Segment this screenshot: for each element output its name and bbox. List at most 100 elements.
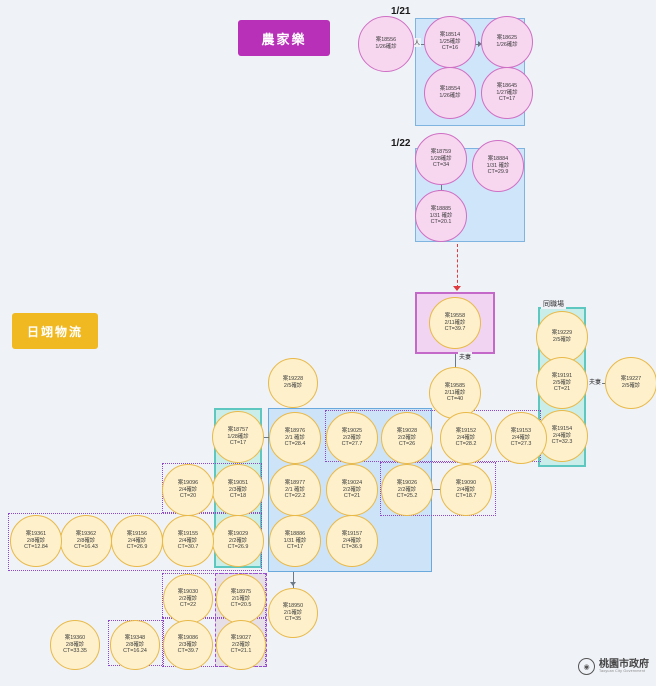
case-node-19026[interactable]: 案19026 2/2確診 CT=25.2 bbox=[381, 464, 433, 516]
case-date: 2/5確診 bbox=[621, 383, 641, 389]
case-id: 案18625 bbox=[496, 35, 518, 42]
case-node-19227[interactable]: 案19227 2/5確診 bbox=[605, 357, 656, 409]
case-date: 2/4確診 bbox=[552, 432, 572, 439]
case-node-18645[interactable]: 案18645 1/27確診 CT=17 bbox=[481, 67, 533, 119]
case-date: 2/8確診 bbox=[125, 641, 145, 648]
case-node-18625[interactable]: 案18625 1/26確診 bbox=[481, 16, 533, 68]
case-id: 案18885 bbox=[430, 205, 452, 212]
case-ct: CT=16 bbox=[441, 45, 459, 52]
case-node-19029[interactable]: 案19029 2/2確診 CT=26.9 bbox=[212, 515, 264, 567]
case-date: 2/4確診 bbox=[342, 537, 362, 544]
case-node-19229[interactable]: 案19229 2/5確診 bbox=[536, 311, 588, 363]
case-node-18556[interactable]: 案18556 1/26確診 bbox=[358, 16, 414, 72]
case-date: 2/8確診 bbox=[26, 537, 46, 544]
government-seal-icon: ◉ bbox=[578, 658, 595, 675]
case-node-19028[interactable]: 案19028 2/2確診 CT=26 bbox=[381, 412, 433, 464]
case-date: 1/26確診 bbox=[496, 42, 518, 48]
case-ct: CT=28.2 bbox=[455, 441, 477, 448]
case-date: 2/11確診 bbox=[444, 389, 466, 396]
edge-0122-19558 bbox=[457, 244, 458, 288]
case-node-19025[interactable]: 案19025 2/2確診 CT=27.7 bbox=[326, 412, 378, 464]
case-node-18759[interactable]: 案18759 1/28確診 CT=34 bbox=[415, 133, 467, 185]
case-ct: CT=17 bbox=[229, 440, 247, 447]
case-node-18514[interactable]: 案18514 1/25確診 CT=16 bbox=[424, 16, 476, 68]
case-id: 案19028 bbox=[396, 427, 418, 434]
case-ct: CT=39.7 bbox=[444, 326, 466, 333]
case-node-18950[interactable]: 案18950 2/1確診 CT=35 bbox=[268, 588, 318, 638]
case-node-19361[interactable]: 案19361 2/8確診 CT=12.84 bbox=[10, 515, 62, 567]
case-date: 2/2確診 bbox=[231, 641, 251, 648]
case-node-19086[interactable]: 案19086 2/3確診 CT=39.7 bbox=[163, 620, 213, 670]
case-ct: CT=12.84 bbox=[24, 544, 48, 551]
case-ct: CT=26.9 bbox=[126, 544, 148, 551]
case-date: 2/2確診 bbox=[342, 486, 362, 493]
group-chip-riyi: 日翊物流 bbox=[12, 313, 98, 349]
case-ct: CT=30.7 bbox=[177, 544, 199, 551]
case-id: 案18759 bbox=[430, 148, 452, 155]
case-node-19030[interactable]: 案19030 2/2確診 CT=22 bbox=[163, 574, 213, 624]
case-node-18975[interactable]: 案18975 2/1確診 CT=20.5 bbox=[216, 574, 266, 624]
case-date: 1/28確診 bbox=[430, 155, 452, 162]
case-date: 1/31 確診 bbox=[486, 162, 510, 169]
case-ct: CT=20.1 bbox=[430, 219, 452, 226]
case-node-19090[interactable]: 案19090 2/4確診 CT=18.7 bbox=[440, 464, 492, 516]
case-node-19362[interactable]: 案19362 2/8確診 CT=16.43 bbox=[60, 515, 112, 567]
case-id: 案19558 bbox=[444, 312, 466, 319]
case-id: 案19362 bbox=[75, 530, 97, 537]
case-node-19585[interactable]: 案19585 2/11確診 CT=40 bbox=[429, 367, 481, 419]
case-id: 案18886 bbox=[284, 530, 306, 537]
case-ct: CT=22.2 bbox=[284, 493, 306, 500]
case-node-18884[interactable]: 案18884 1/31 確診 CT=29.9 bbox=[472, 140, 524, 192]
case-date: 1/26確診 bbox=[439, 93, 461, 99]
case-node-18757[interactable]: 案18757 1/28確診 CT=17 bbox=[212, 411, 264, 463]
case-id: 案18950 bbox=[282, 602, 304, 609]
case-date: 2/4確診 bbox=[456, 434, 476, 441]
case-ct: CT=22 bbox=[179, 602, 197, 609]
case-id: 案19096 bbox=[177, 479, 199, 486]
case-node-19348[interactable]: 案19348 2/8確診 CT=16.24 bbox=[110, 620, 160, 670]
case-node-19191[interactable]: 案19191 2/5確診 CT=21 bbox=[536, 357, 588, 409]
footer-logo: ◉ 桃園市政府 Taoyuan City Government bbox=[578, 658, 649, 675]
case-ct: CT=25.2 bbox=[396, 493, 418, 500]
footer-logo-zh: 桃園市政府 bbox=[599, 658, 649, 670]
edge-19558-19585 bbox=[455, 354, 456, 368]
case-node-19228[interactable]: 案19228 2/5確診 bbox=[268, 358, 318, 408]
case-node-19096[interactable]: 案19096 2/4確診 CT=20 bbox=[162, 464, 214, 516]
case-node-18886[interactable]: 案18886 1/31 確診 CT=17 bbox=[269, 515, 321, 567]
case-ct: CT=40 bbox=[446, 396, 464, 403]
case-node-19024[interactable]: 案19024 2/2確診 CT=21 bbox=[326, 464, 378, 516]
case-node-19360[interactable]: 案19360 2/8確診 CT=33.35 bbox=[50, 620, 100, 670]
case-node-19027[interactable]: 案19027 2/2確診 CT=21.1 bbox=[216, 620, 266, 670]
case-date: 2/1 確診 bbox=[285, 486, 305, 493]
case-node-18554[interactable]: 案18554 1/26確診 bbox=[424, 67, 476, 119]
case-ct: CT=20 bbox=[179, 493, 197, 500]
case-node-18976[interactable]: 案18976 2/1 確診 CT=28.4 bbox=[269, 412, 321, 464]
case-date: 1/26確診 bbox=[375, 44, 397, 50]
case-node-18885[interactable]: 案18885 1/31 確診 CT=20.1 bbox=[415, 190, 467, 242]
case-id: 案19361 bbox=[25, 530, 47, 537]
case-node-19152[interactable]: 案19152 2/4確診 CT=28.2 bbox=[440, 412, 492, 464]
case-node-19156[interactable]: 案19156 2/4確診 CT=26.9 bbox=[111, 515, 163, 567]
case-ct: CT=27.7 bbox=[341, 441, 363, 448]
case-id: 案18514 bbox=[439, 31, 461, 38]
case-node-18977[interactable]: 案18977 2/1 確診 CT=22.2 bbox=[269, 464, 321, 516]
case-node-19153[interactable]: 案19153 2/4確診 CT=27.3 bbox=[495, 412, 547, 464]
case-ct: CT=36.9 bbox=[341, 544, 363, 551]
case-date: 2/1 確診 bbox=[285, 434, 305, 441]
case-date: 2/8確診 bbox=[65, 641, 85, 648]
footer-logo-en: Taoyuan City Government bbox=[599, 668, 646, 673]
case-ct: CT=28.4 bbox=[284, 441, 306, 448]
case-id: 案18757 bbox=[227, 426, 249, 433]
edge-18759-18885 bbox=[441, 180, 442, 194]
edge-arrow-main-18950 bbox=[290, 582, 296, 586]
case-ct: CT=21.1 bbox=[230, 648, 252, 655]
case-id: 案19024 bbox=[341, 479, 363, 486]
case-date: 1/25確診 bbox=[439, 38, 461, 45]
case-node-19558[interactable]: 案19558 2/11確診 CT=39.7 bbox=[429, 297, 481, 349]
case-id: 案18975 bbox=[230, 588, 252, 595]
case-node-19051[interactable]: 案19051 2/3確診 CT=18 bbox=[212, 464, 264, 516]
case-ct: CT=39.7 bbox=[177, 648, 199, 655]
case-node-19155[interactable]: 案19155 2/4確診 CT=30.7 bbox=[162, 515, 214, 567]
case-date: 1/31 確診 bbox=[283, 537, 307, 544]
case-node-19157[interactable]: 案19157 2/4確診 CT=36.9 bbox=[326, 515, 378, 567]
